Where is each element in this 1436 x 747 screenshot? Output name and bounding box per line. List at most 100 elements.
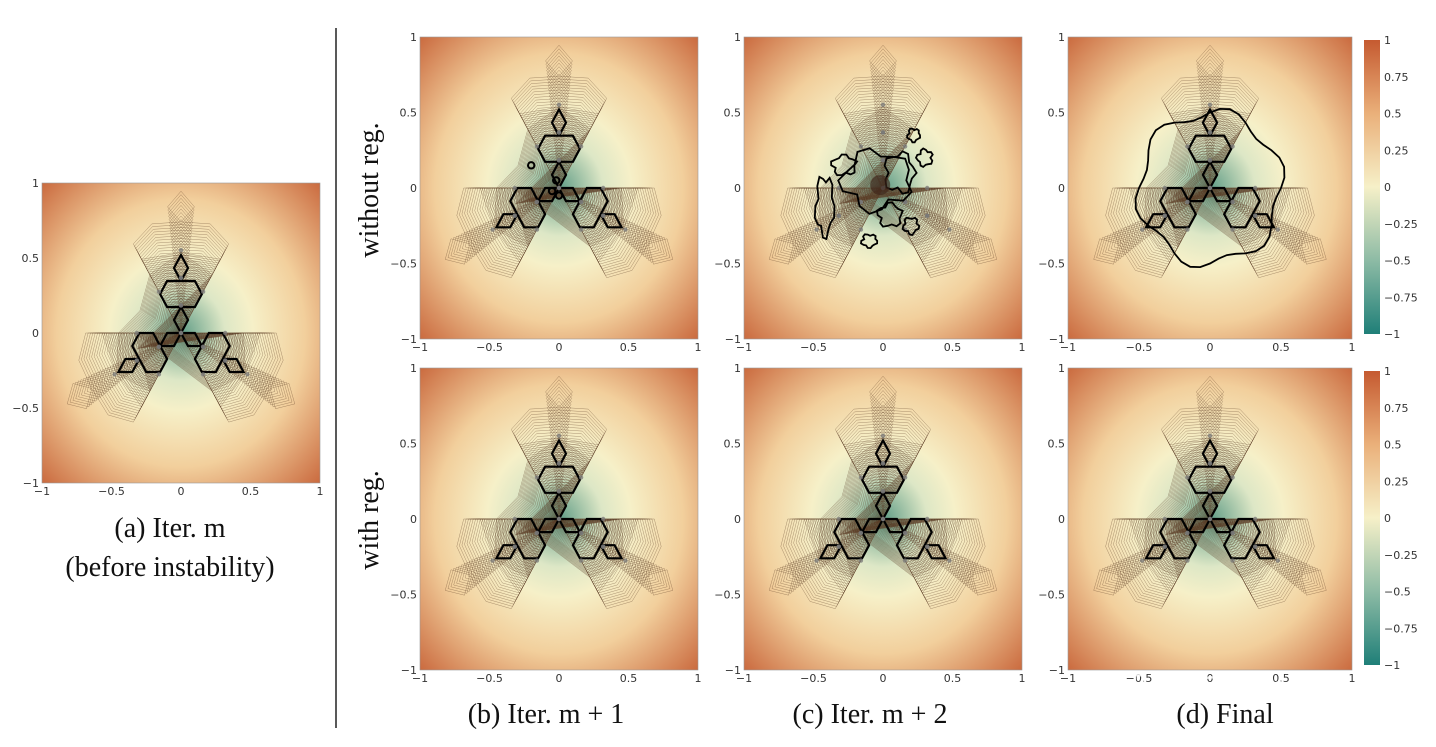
x-tick-label: −1 (1060, 341, 1076, 354)
noisy-loop (914, 147, 934, 168)
sample-point (534, 475, 540, 480)
sample-point (880, 158, 886, 163)
colorbar-tick-label: 0.5 (1384, 108, 1402, 121)
sample-point (1230, 144, 1235, 149)
colorbar-tick-label: −0.75 (1384, 622, 1418, 635)
x-tick-label: 0.5 (1272, 341, 1290, 354)
sample-point (1207, 433, 1213, 438)
sample-point (1162, 185, 1168, 191)
x-tick-label: 1 (1349, 672, 1356, 685)
y-tick-label: 0.5 (400, 438, 418, 451)
y-tick-label: 0.5 (400, 107, 418, 120)
sample-point (556, 461, 562, 466)
y-tick-label: 1 (32, 177, 39, 190)
sample-point (1185, 199, 1190, 205)
colorbar-tick-label: 1 (1384, 365, 1391, 378)
x-tick-label: 0 (556, 341, 563, 354)
sample-point (925, 544, 930, 549)
sample-point (1162, 544, 1168, 549)
sample-point (858, 558, 864, 563)
sample-point (1230, 199, 1235, 205)
sample-point (556, 433, 562, 438)
y-tick-label: −1 (23, 477, 39, 490)
sample-point (925, 516, 930, 522)
sample-point (880, 489, 886, 494)
y-tick-label: 0.5 (22, 252, 40, 265)
sample-point (156, 289, 162, 294)
sample-point (1207, 489, 1213, 494)
sample-point (814, 227, 819, 232)
x-tick-label: −1 (34, 485, 50, 498)
sample-point (578, 558, 584, 563)
y-tick-label: 0 (734, 513, 741, 526)
sample-point (134, 330, 139, 336)
sample-point (902, 475, 908, 480)
surface-points (1140, 433, 1281, 563)
y-tick-label: 0 (734, 182, 741, 195)
x-tick-label: 0.5 (944, 672, 962, 685)
sample-point (1275, 558, 1281, 563)
colorbar-tick-label: 0.25 (1384, 144, 1409, 157)
panel-d_top: −1 −0.5 0 0.5 1 1 0.5 0 −0.5 −1 (1038, 31, 1355, 354)
x-tick-label: −1 (1060, 672, 1076, 685)
caption-c: (c) Iter. m + 2 (793, 699, 948, 730)
x-tick-label: 0.5 (620, 341, 638, 354)
noisy-loop (901, 216, 921, 237)
colorbar-tick-label: 0.75 (1384, 402, 1409, 415)
caption-a-line2: (before instability) (65, 552, 274, 583)
sample-point (925, 185, 930, 191)
plot-frame (1067, 367, 1353, 671)
colorbar-gradient (1364, 371, 1380, 665)
y-tick-label: −1 (1049, 664, 1065, 677)
sample-point (578, 227, 584, 232)
sample-point (1185, 144, 1190, 149)
x-tick-label: 1 (695, 341, 702, 354)
y-tick-label: −0.5 (1038, 589, 1065, 602)
sample-point (623, 558, 628, 563)
sample-point (947, 558, 952, 563)
y-tick-label: 0.5 (724, 107, 742, 120)
sample-point (1185, 227, 1190, 232)
sample-point (512, 213, 517, 218)
panel-c_bottom: −1 −0.5 0 0.5 1 1 0.5 0 −0.5 −1 (714, 362, 1025, 685)
colorbar-gradient (1364, 40, 1380, 334)
spurious-blob (547, 186, 557, 196)
sample-point (556, 489, 562, 494)
sample-point (880, 130, 886, 135)
sample-point (1140, 227, 1145, 232)
surface-points (814, 433, 952, 563)
sample-point (556, 158, 562, 163)
sample-point (947, 227, 952, 232)
surface-points (490, 433, 628, 563)
y-tick-label: −1 (401, 664, 417, 677)
sample-point (880, 433, 886, 438)
sample-point (1275, 227, 1281, 232)
x-tick-label: 0 (880, 672, 887, 685)
x-tick-label: −1 (412, 672, 428, 685)
sample-point (156, 344, 162, 349)
sample-point (1230, 475, 1235, 480)
y-tick-label: −1 (725, 333, 741, 346)
y-tick-label: −0.5 (390, 258, 417, 271)
sample-point (623, 227, 628, 232)
sample-point (1253, 185, 1258, 191)
spurious-outer-loop (1134, 107, 1286, 269)
y-tick-label: −1 (1049, 333, 1065, 346)
contour-line (783, 62, 983, 267)
sample-point (601, 544, 606, 549)
sample-point (858, 475, 864, 480)
y-tick-label: 0 (1058, 182, 1065, 195)
spurious-blob (552, 176, 561, 185)
sample-point (1207, 158, 1213, 163)
x-tick-label: 1 (317, 485, 324, 498)
sample-point (534, 558, 540, 563)
surface-points (112, 248, 250, 377)
sample-point (578, 530, 584, 536)
colorbar-tick-label: −0.5 (1384, 586, 1411, 599)
sample-point (223, 358, 228, 363)
sample-point (534, 199, 540, 205)
sample-point (578, 144, 584, 149)
y-tick-label: −0.5 (12, 402, 39, 415)
x-tick-label: −1 (736, 341, 752, 354)
sample-point (156, 372, 162, 377)
